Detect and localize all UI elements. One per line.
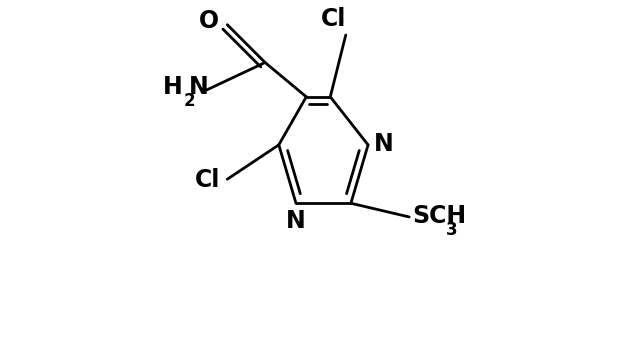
Text: O: O	[198, 9, 219, 33]
Text: 2: 2	[184, 92, 195, 110]
Text: N: N	[286, 209, 306, 233]
Text: N: N	[374, 132, 394, 156]
Text: H: H	[163, 75, 182, 99]
Text: N: N	[189, 75, 209, 99]
Text: 3: 3	[446, 221, 458, 239]
Text: Cl: Cl	[195, 168, 220, 192]
Text: Cl: Cl	[321, 7, 346, 31]
Text: SCH: SCH	[413, 204, 467, 228]
